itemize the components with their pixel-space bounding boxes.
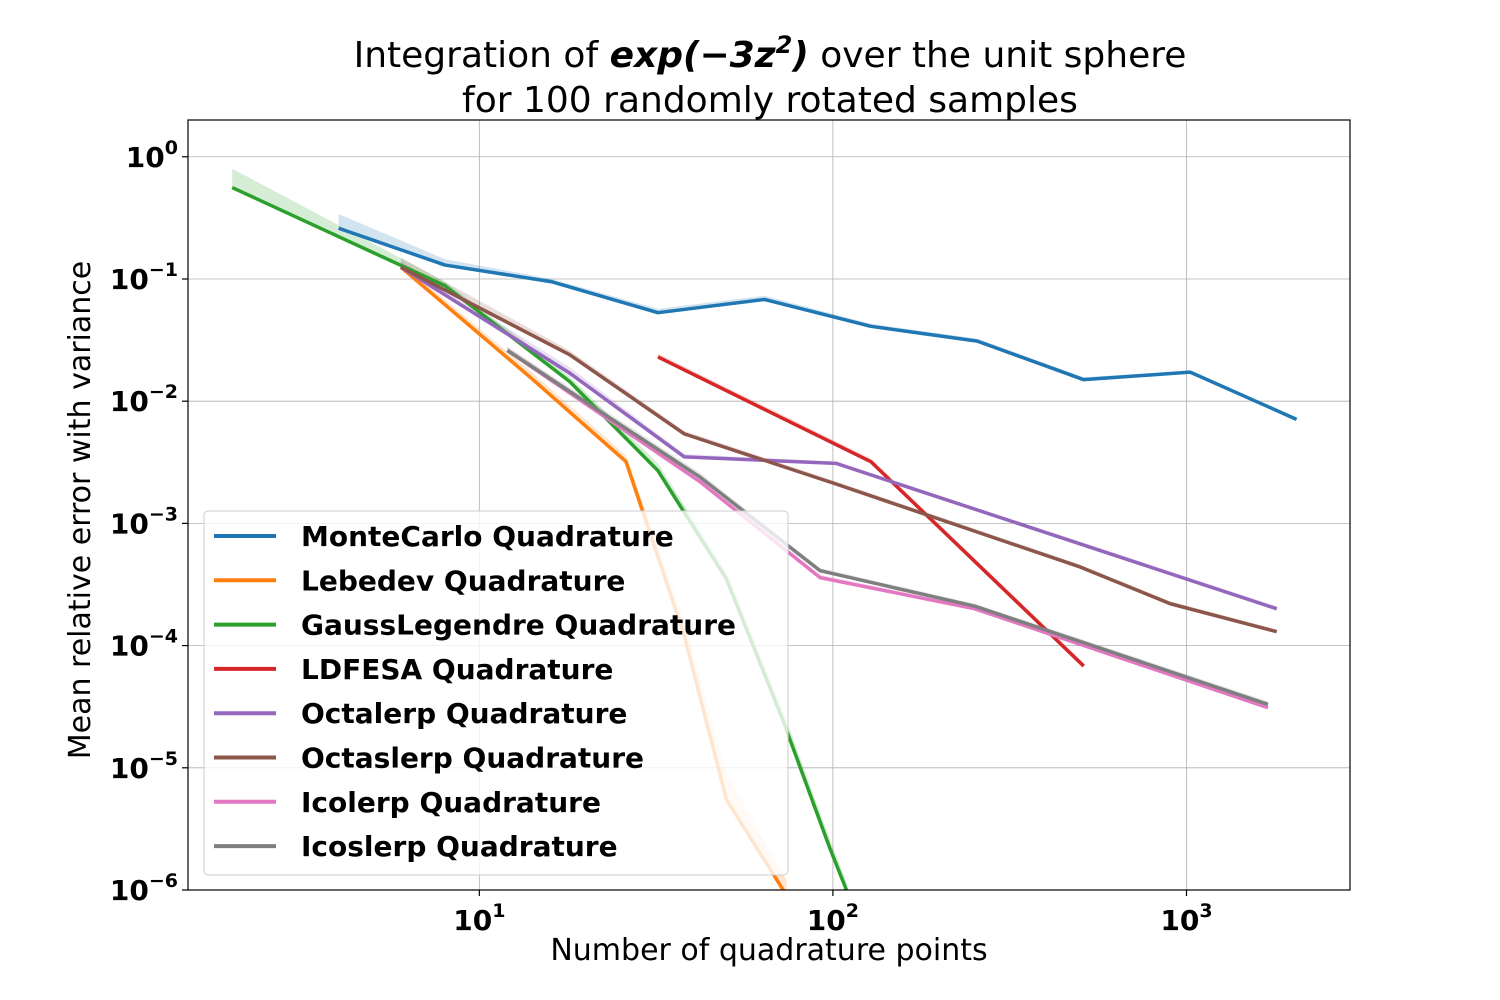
legend-label: LDFESA Quadrature [301,653,613,686]
chart-title-line1: Integration of exp(−3z2) over the unit s… [354,31,1187,76]
legend-label: Octaslerp Quadrature [301,742,644,775]
legend-label: GaussLegendre Quadrature [301,609,736,642]
y-tick-label: 10−4 [110,626,178,663]
series-line [399,265,1278,611]
x-tick-label: 101 [453,900,505,937]
legend-label: MonteCarlo Quadrature [301,520,674,553]
y-tick-label: 10−2 [110,381,178,418]
legend-box [203,510,789,876]
y-tick-label: 10−5 [110,748,178,785]
y-tick-label: 10−3 [110,503,178,540]
series-line [506,349,1269,707]
legend-label: Octalerp Quadrature [301,697,627,730]
plot-frame [187,119,1351,891]
y-tick-label: 100 [126,137,178,174]
series-line [657,355,1085,668]
series-line [400,265,1278,634]
y-tick-label: 10−6 [110,870,178,907]
x-tick-label: 103 [1160,900,1212,937]
y-tick-label: 10−1 [110,259,178,296]
variance-band [338,214,1297,420]
series-line [338,226,1298,421]
series-line [506,349,1269,710]
x-tick-label: 102 [807,900,859,937]
legend: MonteCarlo Quadrature Lebedev Quadrature G… [203,510,789,876]
chart-title-line2: for 100 randomly rotated samples [462,80,1078,121]
tick-layer: 101 102 103 100 10−1 10−2 10−3 10−4 10−5 10−6 [110,137,1213,937]
y-axis-label: Mean relative error with variance [63,261,98,759]
legend-label: Icoslerp Quadrature [301,830,618,863]
legend-label: Lebedev Quadrature [301,564,625,597]
legend-label: Icolerp Quadrature [301,786,601,819]
x-axis-label: Number of quadrature points [550,933,987,968]
